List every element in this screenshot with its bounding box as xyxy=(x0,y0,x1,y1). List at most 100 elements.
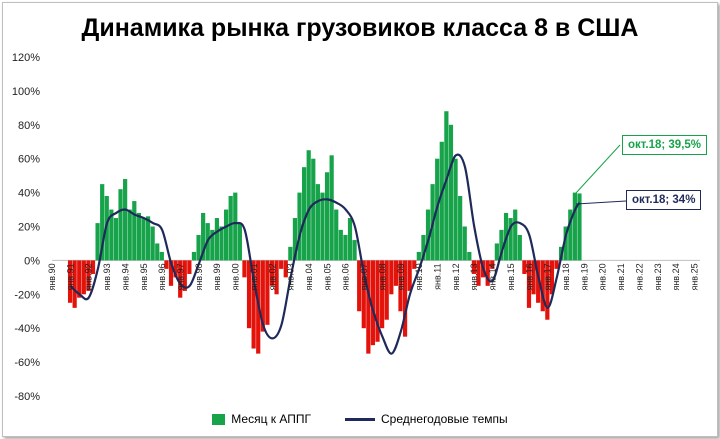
bar xyxy=(494,243,499,261)
bar xyxy=(425,209,431,261)
bar xyxy=(531,260,536,295)
bar xyxy=(269,260,275,286)
x-tick-label: янв.90 xyxy=(47,263,57,290)
bar xyxy=(522,260,527,274)
x-tick-label: янв.15 xyxy=(506,263,516,290)
bar-series xyxy=(67,111,582,354)
legend-item-line: Среднегодовые темпы xyxy=(345,412,508,426)
bar xyxy=(467,251,472,261)
bar xyxy=(201,212,206,261)
bar xyxy=(375,260,380,342)
bar xyxy=(554,260,559,269)
bar xyxy=(398,260,403,312)
bar xyxy=(187,260,192,274)
bar xyxy=(145,216,151,261)
bar xyxy=(572,192,577,261)
bar xyxy=(274,260,279,295)
y-tick-label: 60% xyxy=(18,154,40,166)
bar xyxy=(191,251,197,261)
bar xyxy=(508,218,513,261)
bar xyxy=(109,209,114,261)
bar xyxy=(67,260,73,303)
bar xyxy=(526,260,532,308)
bar xyxy=(416,251,421,261)
x-tick-label: янв.11 xyxy=(432,263,442,289)
y-tick-label: 40% xyxy=(18,188,40,200)
bar xyxy=(288,246,293,261)
bar xyxy=(370,260,376,346)
bar xyxy=(132,201,137,261)
bar xyxy=(389,260,394,295)
bar xyxy=(118,189,123,261)
bar xyxy=(320,192,325,261)
bar xyxy=(347,218,353,261)
bar xyxy=(237,223,242,261)
bar xyxy=(485,260,490,286)
bar xyxy=(173,260,178,278)
bar xyxy=(568,209,573,261)
bar xyxy=(223,209,229,261)
bar xyxy=(439,141,444,261)
x-tick-label: янв.91 xyxy=(65,263,75,290)
bar xyxy=(141,218,146,261)
bar xyxy=(393,260,398,286)
line-series xyxy=(69,153,581,355)
x-tick-label: янв.98 xyxy=(194,263,204,290)
x-tick-label: янв.00 xyxy=(231,263,241,290)
legend-item-bars: Месяц к АППГ xyxy=(212,412,311,426)
bar xyxy=(242,260,247,278)
legend: Месяц к АППГ Среднегодовые темпы xyxy=(0,412,720,426)
x-tick-label: янв.20 xyxy=(598,263,608,290)
bar xyxy=(214,218,220,261)
bar xyxy=(453,158,458,261)
bar xyxy=(77,260,82,298)
bar xyxy=(297,192,302,261)
bar xyxy=(462,226,467,261)
x-tick-label: янв.93 xyxy=(102,263,112,290)
x-tick-label: янв.04 xyxy=(304,263,314,290)
y-tick-label: 80% xyxy=(18,120,40,132)
bar xyxy=(412,260,417,269)
bar xyxy=(219,226,224,261)
bar xyxy=(155,243,160,261)
x-tick-label: янв.08 xyxy=(377,263,387,290)
x-tick-label: янв.22 xyxy=(634,263,644,290)
bar xyxy=(536,260,541,303)
x-tick-label: янв.24 xyxy=(671,263,681,290)
legend-label-line: Среднегодовые темпы xyxy=(381,412,508,426)
bar xyxy=(90,260,96,274)
bar xyxy=(421,234,426,261)
bar xyxy=(334,209,339,261)
x-tick-label: янв.95 xyxy=(139,263,149,290)
bar xyxy=(228,195,233,261)
bar xyxy=(476,260,481,286)
x-tick-label: янв.07 xyxy=(359,263,369,290)
bar xyxy=(352,240,357,261)
y-tick-label: -20% xyxy=(14,289,40,301)
x-tick-label: янв.23 xyxy=(653,263,663,290)
bar xyxy=(95,223,100,261)
bar xyxy=(380,260,385,329)
bar xyxy=(357,260,362,312)
bar xyxy=(458,195,463,261)
x-tick-label: янв.25 xyxy=(689,263,699,290)
callout-leader-line xyxy=(575,200,627,205)
x-tick-label: янв.02 xyxy=(267,263,277,290)
bar xyxy=(251,260,256,349)
bar xyxy=(150,226,155,261)
y-tick-label: -60% xyxy=(14,357,40,369)
bar xyxy=(324,172,330,261)
x-tick-label: янв.99 xyxy=(212,263,222,290)
bar xyxy=(113,218,119,261)
bar xyxy=(513,209,518,261)
bar xyxy=(549,260,555,295)
x-tick-label: янв.17 xyxy=(543,263,553,290)
bar xyxy=(182,260,187,291)
x-tick-label: янв.21 xyxy=(616,263,626,290)
x-tick-label: янв.12 xyxy=(451,263,461,290)
legend-swatch-line xyxy=(345,417,376,421)
bar xyxy=(361,260,366,329)
x-tick-label: янв.05 xyxy=(322,263,332,290)
bar xyxy=(329,155,334,261)
